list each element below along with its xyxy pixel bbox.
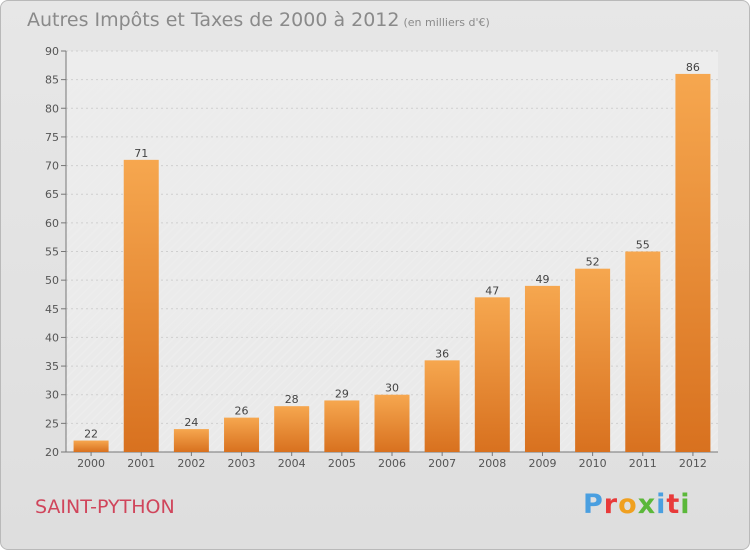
bar-2003 — [224, 417, 260, 452]
chart-title: Autres Impôts et Taxes de 2000 à 2012 (en… — [27, 9, 490, 31]
value-label-2000: 22 — [84, 428, 98, 441]
y-tick-label: 45 — [45, 303, 59, 316]
value-label-2005: 29 — [335, 387, 349, 400]
y-tick-label: 80 — [45, 102, 59, 115]
bar-2001 — [123, 159, 159, 453]
y-tick-label: 65 — [45, 188, 59, 201]
y-tick-label: 30 — [45, 389, 59, 402]
value-label-2006: 30 — [385, 382, 399, 395]
x-tick-label-2009: 2009 — [528, 457, 556, 470]
logo-letter: o — [618, 489, 638, 520]
logo-letter: i — [656, 489, 667, 520]
value-label-2010: 52 — [586, 256, 600, 269]
y-tick-label: 50 — [45, 274, 59, 287]
value-label-2009: 49 — [535, 273, 549, 286]
commune-name: SAINT-PYTHON — [35, 496, 175, 518]
x-tick-label-2012: 2012 — [679, 457, 707, 470]
x-tick-label-2011: 2011 — [629, 457, 657, 470]
value-label-2004: 28 — [285, 393, 299, 406]
logo-letter: x — [637, 489, 657, 520]
y-tick-label: 20 — [45, 446, 59, 459]
chart-unit: (en milliers d'€) — [403, 16, 490, 29]
x-tick-label-2001: 2001 — [127, 457, 155, 470]
y-tick-label: 60 — [45, 217, 59, 230]
bar-2010 — [575, 268, 611, 452]
x-tick-label-2002: 2002 — [177, 457, 205, 470]
bar-2005 — [324, 400, 360, 452]
y-tick-label: 70 — [45, 160, 59, 173]
y-tick-label: 55 — [45, 246, 59, 259]
bar-2004 — [274, 406, 310, 452]
bar-2007 — [424, 360, 460, 452]
x-tick-label-2010: 2010 — [579, 457, 607, 470]
y-tick-label: 75 — [45, 131, 59, 144]
bar-2008 — [474, 297, 510, 452]
value-label-2008: 47 — [485, 284, 499, 297]
logo-letter: r — [603, 489, 619, 520]
y-tick-label: 35 — [45, 360, 59, 373]
x-tick-label-2004: 2004 — [278, 457, 306, 470]
bar-2011 — [625, 251, 661, 452]
x-tick-label-2008: 2008 — [478, 457, 506, 470]
bar-2002 — [173, 429, 209, 452]
x-tick-label-2006: 2006 — [378, 457, 406, 470]
value-label-2003: 26 — [235, 405, 249, 418]
y-tick-label: 85 — [45, 74, 59, 87]
x-tick-label-2005: 2005 — [328, 457, 356, 470]
y-tick-label: 90 — [45, 45, 59, 58]
value-label-2002: 24 — [184, 416, 198, 429]
x-tick-label-2000: 2000 — [77, 457, 105, 470]
y-tick-label: 40 — [45, 331, 59, 344]
bar-2006 — [374, 394, 410, 452]
x-tick-label-2007: 2007 — [428, 457, 456, 470]
x-tick-label-2003: 2003 — [228, 457, 256, 470]
value-label-2012: 86 — [686, 61, 700, 74]
logo-letter: P — [583, 489, 604, 520]
proxiti-logo: Proxiti — [583, 489, 691, 520]
value-label-2011: 55 — [636, 239, 650, 252]
logo-letter: i — [680, 489, 691, 520]
y-tick-label: 25 — [45, 417, 59, 430]
chart-title-text: Autres Impôts et Taxes de 2000 à 2012 — [27, 9, 400, 31]
bar-2012 — [675, 73, 711, 453]
value-label-2007: 36 — [435, 347, 449, 360]
logo-letter: t — [666, 489, 681, 520]
bar-2009 — [524, 285, 560, 452]
bar-2000 — [73, 440, 109, 452]
value-label-2001: 71 — [134, 147, 148, 160]
